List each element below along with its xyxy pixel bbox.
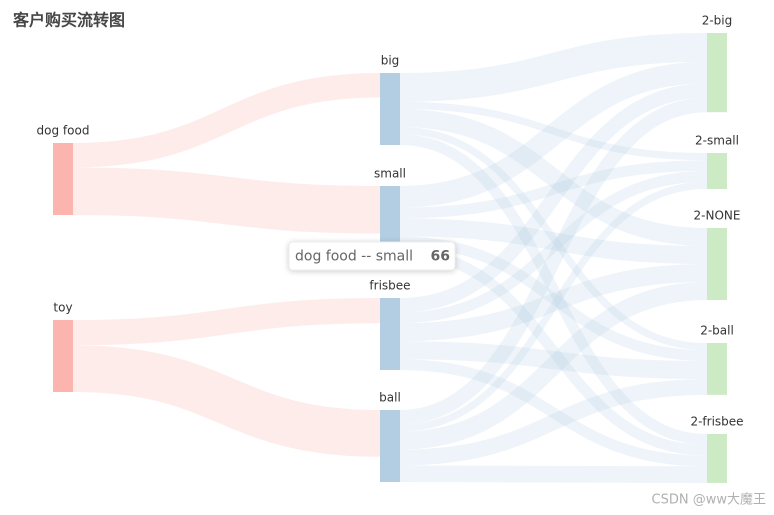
link — [399, 33, 708, 102]
link — [72, 167, 381, 234]
node — [707, 33, 727, 113]
node — [53, 143, 73, 215]
link — [399, 465, 708, 483]
link — [399, 282, 708, 450]
nodes: dog food toy big small frisbee ball 2-big 2-sma… — [37, 14, 744, 483]
node — [707, 343, 727, 395]
link — [72, 73, 381, 168]
link — [399, 97, 708, 425]
tooltip: dog food -- small 66 — [288, 241, 456, 271]
link — [399, 109, 708, 246]
link — [72, 298, 381, 346]
node — [380, 298, 400, 370]
link — [399, 171, 708, 324]
node-label: ball — [379, 391, 401, 405]
link — [72, 345, 381, 457]
link — [399, 218, 708, 264]
node — [707, 228, 727, 300]
node — [380, 410, 400, 482]
link — [399, 134, 708, 445]
node — [707, 434, 727, 483]
link — [399, 341, 708, 379]
node-label: 2-small — [695, 134, 739, 148]
link — [399, 101, 708, 161]
tooltip-box — [288, 241, 456, 271]
node — [53, 320, 73, 392]
node-label: 2-ball — [700, 324, 734, 338]
node — [380, 186, 400, 258]
node-label: 2-frisbee — [690, 415, 743, 429]
node-label: dog food — [37, 124, 90, 138]
link — [399, 181, 708, 432]
link — [399, 83, 708, 313]
node-label: small — [374, 167, 406, 181]
link — [399, 61, 708, 208]
link — [399, 379, 708, 466]
chart-title: 客户购买流转图 — [13, 11, 125, 30]
tooltip-label: dog food -- small — [295, 249, 413, 265]
node — [380, 73, 400, 145]
tooltip-value: 66 — [431, 249, 450, 265]
link — [399, 127, 708, 351]
watermark: CSDN @ww大魔王 — [652, 493, 766, 508]
link — [399, 264, 708, 342]
node — [707, 153, 727, 189]
link — [399, 160, 708, 219]
node-label: toy — [53, 301, 72, 315]
node-label: frisbee — [369, 279, 410, 293]
link — [399, 359, 708, 467]
node-label: big — [381, 54, 400, 68]
links — [72, 33, 708, 483]
node-label: 2-big — [702, 14, 733, 28]
node-label: 2-NONE — [694, 209, 741, 223]
